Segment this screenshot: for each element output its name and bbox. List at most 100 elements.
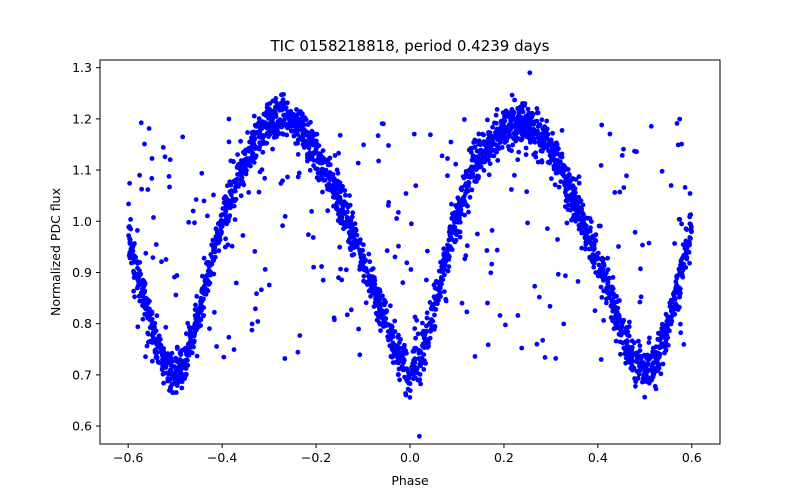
- data-point: [169, 350, 175, 356]
- data-point: [152, 324, 157, 330]
- data-point: [617, 298, 622, 303]
- data-point: [497, 140, 503, 145]
- data-point: [222, 244, 228, 250]
- data-point: [215, 221, 221, 227]
- data-point: [642, 352, 647, 358]
- data-point: [524, 189, 530, 195]
- data-point: [388, 303, 393, 309]
- data-point: [135, 260, 140, 266]
- data-point: [660, 361, 666, 367]
- data-point: [248, 163, 253, 169]
- x-tick-label: 0.2: [494, 450, 514, 465]
- data-point: [238, 193, 244, 199]
- data-point: [402, 342, 407, 348]
- data-point: [174, 383, 180, 388]
- data-point: [174, 273, 180, 278]
- data-point: [282, 112, 287, 118]
- data-point: [445, 173, 450, 179]
- data-point: [260, 138, 266, 144]
- data-point: [217, 232, 222, 238]
- data-point: [648, 123, 654, 129]
- data-point: [146, 126, 152, 131]
- data-point: [375, 133, 381, 139]
- data-point: [412, 356, 418, 362]
- data-point: [689, 228, 694, 234]
- data-point: [182, 376, 188, 381]
- data-point: [205, 288, 211, 294]
- data-point: [485, 117, 490, 123]
- data-point: [296, 170, 302, 176]
- data-point: [177, 366, 183, 371]
- data-point: [218, 213, 224, 218]
- data-point: [417, 372, 423, 377]
- data-point: [294, 115, 300, 121]
- data-point: [679, 272, 685, 278]
- data-point: [374, 292, 379, 297]
- data-point: [637, 348, 643, 353]
- data-point: [312, 149, 318, 155]
- data-point: [275, 119, 281, 124]
- data-point: [348, 217, 354, 223]
- data-point: [183, 331, 189, 337]
- data-point: [579, 225, 584, 231]
- data-point: [439, 153, 445, 159]
- data-point: [341, 226, 346, 232]
- data-point: [253, 144, 258, 150]
- data-point: [131, 288, 137, 294]
- data-point: [253, 130, 258, 136]
- data-point: [210, 237, 216, 243]
- data-point: [488, 270, 494, 276]
- data-point: [519, 125, 525, 130]
- data-point: [568, 207, 573, 213]
- data-point: [345, 218, 350, 223]
- data-point: [616, 244, 621, 249]
- data-point: [554, 140, 559, 146]
- data-point: [211, 271, 217, 277]
- data-point: [295, 132, 300, 137]
- data-point: [257, 169, 263, 175]
- data-point: [507, 110, 513, 115]
- data-point: [178, 352, 184, 357]
- data-point: [556, 184, 562, 190]
- data-point: [306, 232, 311, 238]
- data-point: [481, 168, 487, 173]
- data-point: [539, 117, 545, 123]
- data-point: [326, 181, 332, 187]
- data-point: [629, 338, 635, 344]
- data-point: [140, 316, 146, 322]
- data-point: [424, 315, 430, 321]
- data-point: [550, 146, 555, 151]
- data-point: [270, 109, 275, 115]
- data-point: [424, 310, 430, 316]
- data-point: [457, 229, 463, 235]
- data-point: [466, 179, 471, 185]
- data-point: [163, 257, 169, 262]
- data-point: [494, 107, 500, 112]
- data-point: [445, 156, 450, 161]
- data-point: [369, 283, 375, 288]
- data-point: [142, 311, 148, 317]
- data-point: [262, 267, 268, 272]
- data-point: [309, 128, 315, 134]
- data-point: [590, 260, 596, 265]
- data-point: [593, 270, 599, 275]
- data-point: [309, 209, 314, 214]
- data-point: [589, 246, 595, 252]
- data-point: [653, 386, 659, 392]
- data-point: [681, 342, 687, 347]
- data-point: [374, 317, 380, 323]
- data-point: [575, 279, 581, 284]
- data-point: [668, 183, 674, 188]
- data-point: [605, 286, 611, 292]
- data-point: [183, 359, 189, 364]
- data-point: [540, 146, 546, 152]
- data-point: [223, 213, 229, 219]
- data-point: [587, 239, 592, 244]
- data-point: [233, 280, 239, 286]
- data-point: [455, 212, 461, 218]
- data-point: [273, 123, 279, 128]
- data-point: [590, 252, 596, 257]
- data-point: [127, 250, 133, 256]
- data-point: [522, 103, 527, 108]
- data-point: [212, 309, 217, 315]
